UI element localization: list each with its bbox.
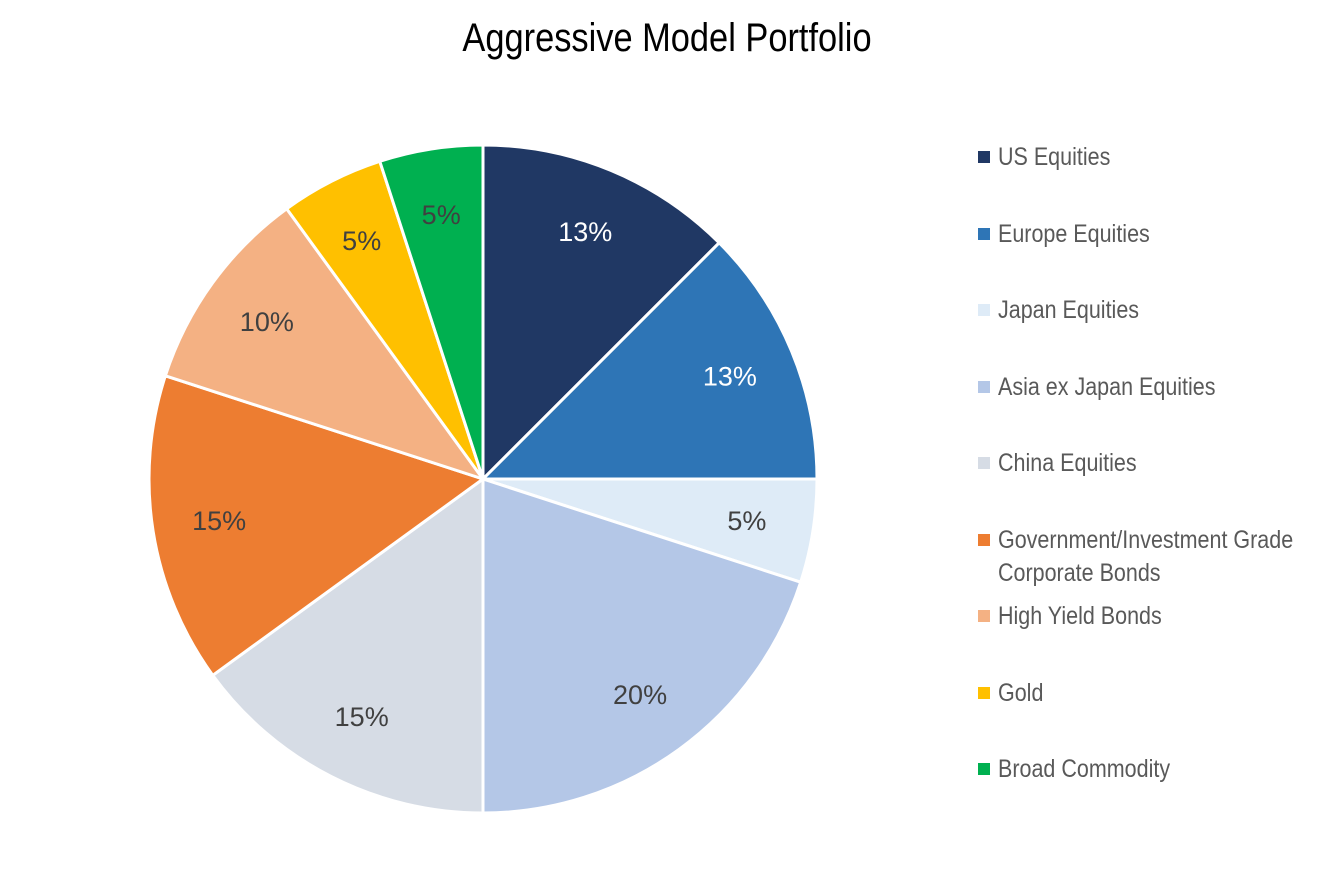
slice-value-label: 10% <box>240 307 294 337</box>
pie-slice-4 <box>481 477 803 815</box>
legend-swatch <box>978 610 990 622</box>
legend-item: Europe Equities <box>978 218 1334 251</box>
legend-label: Europe Equities <box>998 219 1150 248</box>
legend-item: Government/Investment Grade Corporate Bo… <box>978 524 1334 590</box>
legend-item: High Yield Bonds <box>978 600 1334 633</box>
legend-item: Asia ex Japan Equities <box>978 371 1334 404</box>
legend-swatch <box>978 686 990 699</box>
legend-label: China Equities <box>998 449 1137 477</box>
slice-value-label: 5% <box>422 200 461 230</box>
pie-slice-5 <box>211 477 485 815</box>
legend-item: Japan Equities <box>978 294 1334 327</box>
legend-swatch <box>978 763 990 775</box>
slice-value-label: 13% <box>558 217 612 247</box>
pie-slice-7 <box>163 207 485 481</box>
pie-slice-2 <box>481 241 819 481</box>
slice-value-label: 15% <box>335 702 389 732</box>
legend-swatch <box>978 457 990 469</box>
slice-value-label: 20% <box>613 680 667 710</box>
legend-label: High Yield Bonds <box>998 602 1162 630</box>
slice-value-label: 5% <box>342 226 381 256</box>
chart-title: Aggressive Model Portfolio <box>462 16 872 60</box>
legend-item: China Equities <box>978 447 1334 480</box>
legend-label: US Equities <box>998 143 1111 171</box>
legend-swatch <box>978 227 990 240</box>
legend-item: Gold <box>978 677 1334 710</box>
legend-swatch <box>978 304 990 316</box>
legend-item: Broad Commodity <box>978 753 1334 786</box>
legend-item: US Equities <box>978 141 1334 174</box>
slice-value-label: 15% <box>192 506 246 536</box>
legend-label: Asia ex Japan Equities <box>998 372 1216 401</box>
legend-label: Broad Commodity <box>998 755 1171 783</box>
legend-swatch <box>978 533 990 546</box>
legend-label: Japan Equities <box>998 296 1140 324</box>
legend-label: Government/Investment Grade Corporate Bo… <box>998 525 1294 587</box>
legend-label: Gold <box>998 678 1044 707</box>
pie-slice-6 <box>147 374 485 677</box>
slice-value-label: 13% <box>703 362 757 392</box>
legend-swatch <box>978 151 990 163</box>
legend-swatch <box>978 380 990 393</box>
pie-slice-9 <box>378 143 485 481</box>
slice-value-label: 5% <box>727 506 766 536</box>
pie-slice-1 <box>481 143 721 481</box>
